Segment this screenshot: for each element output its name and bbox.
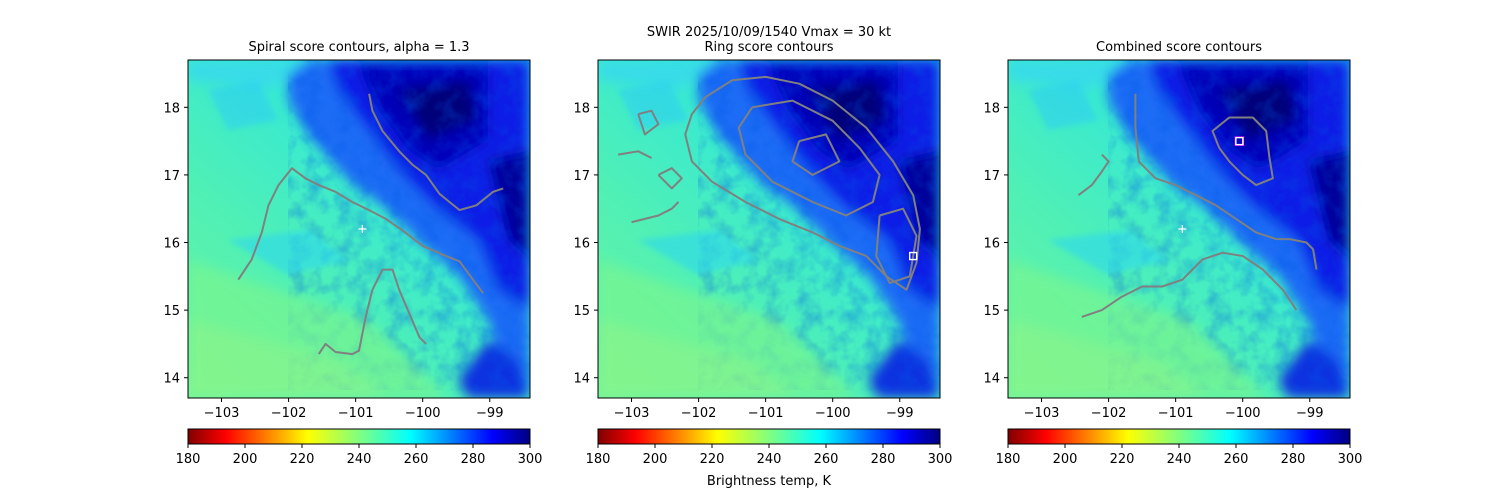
center-square-marker — [1235, 136, 1244, 146]
contour-line — [684, 75, 921, 291]
colorbar-tick-label: 180 — [996, 452, 1021, 467]
x-tick-label: −99 — [886, 406, 913, 421]
colorbar-tick-label: 300 — [518, 452, 543, 467]
colorbar-label: Brightness temp, K — [707, 474, 832, 489]
colorbar-tick-label: 180 — [176, 452, 201, 467]
colorbar-tick-label: 260 — [1224, 452, 1249, 467]
contour-line — [317, 268, 427, 356]
colorbar-tick-label: 220 — [700, 452, 725, 467]
center-square-marker — [908, 251, 918, 261]
colorbar-tick-label: 220 — [1110, 452, 1135, 467]
contour-line — [737, 99, 881, 217]
contour-line — [617, 150, 653, 159]
map-frame — [597, 59, 941, 399]
colorbar-tick-label: 200 — [643, 452, 668, 467]
contour-line — [1211, 116, 1274, 187]
map-panels: Spiral score contours, alpha = 1.3 −103 −1… — [163, 40, 1362, 467]
y-tick-label: 17 — [983, 169, 1000, 184]
contour-line — [1081, 251, 1298, 318]
contour-line — [875, 207, 918, 285]
colorbar-tick-label: 300 — [1338, 452, 1363, 467]
y-tick-label: 16 — [573, 237, 590, 252]
x-tick-label: −103 — [614, 406, 650, 421]
x-tick-label: −100 — [815, 406, 851, 421]
x-tick-label: −100 — [405, 406, 441, 421]
colorbar-tick-label: 280 — [871, 452, 896, 467]
contour-line — [1077, 153, 1110, 196]
y-tick-label: 14 — [573, 372, 590, 387]
center-plus-marker — [358, 225, 367, 233]
x-tick-label: −100 — [1225, 406, 1261, 421]
y-tick-label: 15 — [573, 304, 590, 319]
contour-line — [631, 201, 680, 224]
panel-title: Combined score contours — [1096, 40, 1262, 55]
colorbar-tick-label: 280 — [1281, 452, 1306, 467]
panel-title: Ring score contours — [704, 40, 833, 55]
contour-line — [368, 93, 504, 212]
colorbar-tick-label: 220 — [290, 452, 315, 467]
x-tick-label: −99 — [1296, 406, 1323, 421]
colorbar — [1007, 428, 1351, 445]
map-panel-1: Spiral score contours, alpha = 1.3 −103 −1… — [163, 40, 542, 467]
contour-line — [637, 109, 660, 136]
map-frame — [187, 59, 531, 399]
colorbar-tick-label: 180 — [586, 452, 611, 467]
y-tick-label: 17 — [573, 169, 590, 184]
contour-line — [791, 133, 841, 176]
colorbar-tick-label: 280 — [461, 452, 486, 467]
colorbar — [187, 428, 531, 445]
x-tick-label: −102 — [271, 406, 307, 421]
score-contours — [617, 75, 921, 291]
map-frame — [1007, 59, 1351, 399]
x-tick-label: −101 — [748, 406, 784, 421]
y-tick-label: 18 — [983, 101, 1000, 116]
contour-line — [1134, 93, 1318, 270]
x-tick-label: −101 — [1158, 406, 1194, 421]
y-tick-label: 16 — [163, 237, 180, 252]
map-panel-3: Combined score contours −103 −102 −101 −100 −… — [983, 40, 1362, 467]
contour-line — [657, 167, 683, 190]
x-tick-label: −103 — [204, 406, 240, 421]
colorbar-tick-label: 260 — [404, 452, 429, 467]
colorbar-tick-label: 240 — [347, 452, 372, 467]
x-tick-label: −103 — [1024, 406, 1060, 421]
x-tick-label: −99 — [476, 406, 503, 421]
x-tick-label: −102 — [681, 406, 717, 421]
y-tick-label: 16 — [983, 237, 1000, 252]
contour-line — [237, 167, 484, 294]
colorbar-tick-label: 200 — [233, 452, 258, 467]
x-tick-label: −102 — [1091, 406, 1127, 421]
center-plus-marker — [1178, 225, 1187, 233]
y-tick-label: 17 — [163, 169, 180, 184]
y-tick-label: 18 — [573, 101, 590, 116]
map-panel-2: Ring score contours −103 −102 −101 −100 −99 14… — [573, 40, 952, 467]
colorbar-tick-label: 240 — [1167, 452, 1192, 467]
y-tick-label: 18 — [163, 101, 180, 116]
panel-title: Spiral score contours, alpha = 1.3 — [248, 40, 469, 55]
y-tick-label: 14 — [163, 372, 180, 387]
x-tick-label: −101 — [338, 406, 374, 421]
score-contours — [1077, 93, 1318, 318]
colorbar-tick-label: 200 — [1053, 452, 1078, 467]
y-tick-label: 15 — [983, 304, 1000, 319]
colorbar — [597, 428, 941, 445]
score-contours — [237, 93, 504, 356]
y-tick-label: 14 — [983, 372, 1000, 387]
colorbar-tick-label: 260 — [814, 452, 839, 467]
colorbar-tick-label: 240 — [757, 452, 782, 467]
y-tick-label: 15 — [163, 304, 180, 319]
figure-suptitle: SWIR 2025/10/09/1540 Vmax = 30 kt — [647, 25, 891, 40]
colorbar-tick-label: 300 — [928, 452, 953, 467]
